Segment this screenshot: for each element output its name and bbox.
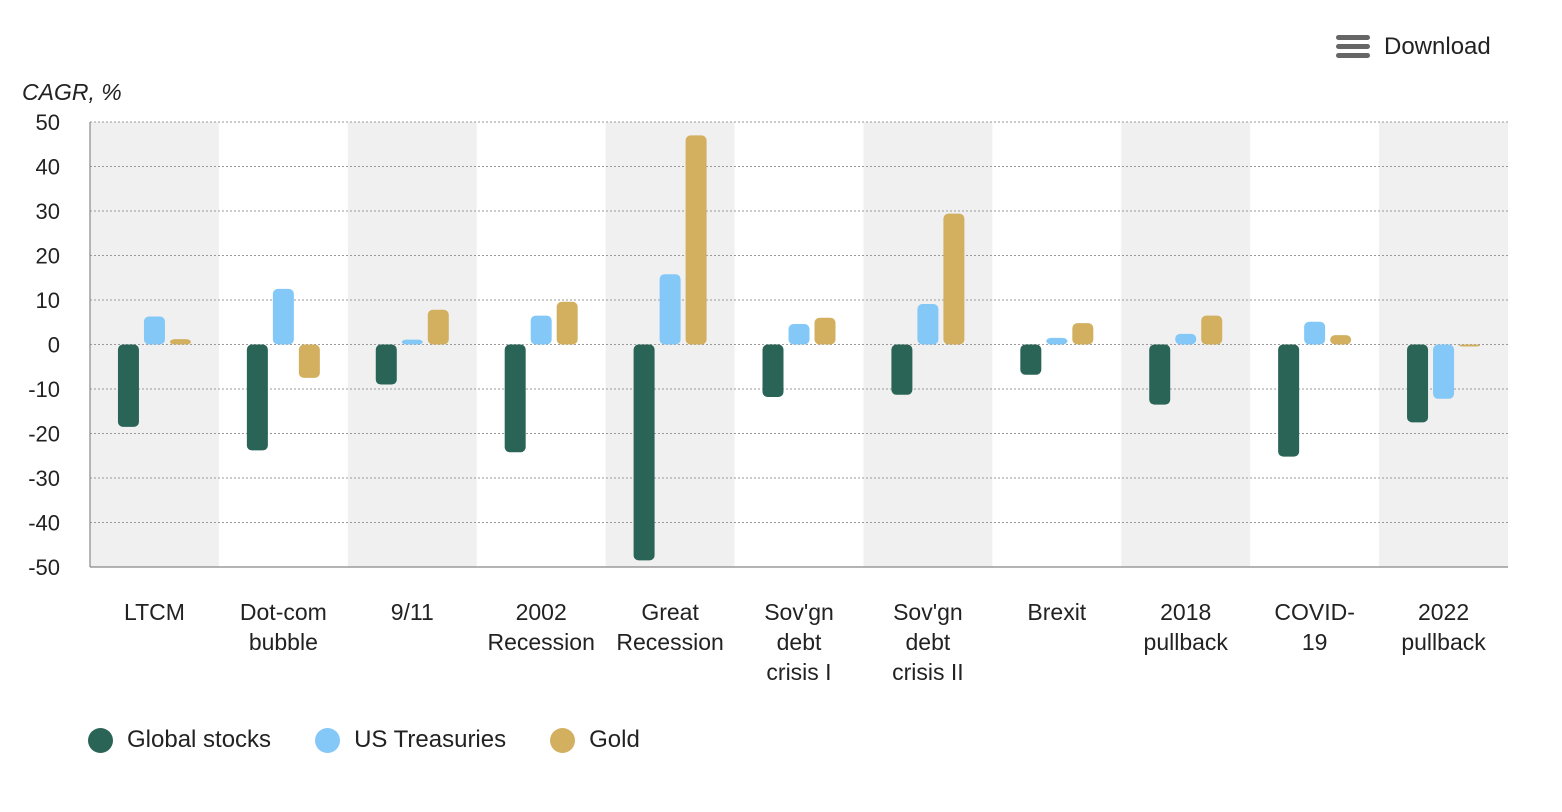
- x-category-label: Sov'gn: [893, 599, 963, 625]
- bar-us-treasuries[interactable]: [917, 304, 939, 345]
- hamburger-menu-icon: [1336, 35, 1370, 59]
- legend-dot-icon: [550, 727, 576, 753]
- legend-label: Gold: [589, 726, 640, 753]
- x-category-label: 2002: [516, 599, 567, 625]
- y-tick-label: 40: [36, 155, 60, 180]
- bar-gold[interactable]: [427, 309, 449, 345]
- y-tick-label: 0: [48, 333, 60, 358]
- y-axis-title: CAGR, %: [22, 79, 122, 105]
- bar-gold[interactable]: [814, 317, 836, 345]
- bar-gold[interactable]: [943, 213, 965, 345]
- y-tick-label: -40: [28, 511, 60, 536]
- gridlines: [90, 121, 1508, 523]
- x-category-labels: LTCM Dot-com bubble 9/11 2002 Recession Great R…: [124, 599, 1486, 685]
- bar-us-treasuries[interactable]: [788, 324, 810, 345]
- x-category-label: Recession: [616, 629, 723, 655]
- bar-gold[interactable]: [685, 135, 707, 345]
- bar-us-treasuries[interactable]: [1304, 321, 1326, 345]
- bar-global-stocks[interactable]: [1278, 344, 1300, 457]
- legend-item[interactable]: US Treasuries: [315, 726, 506, 754]
- legend-label: Global stocks: [127, 726, 272, 753]
- y-tick-label: 10: [36, 288, 60, 313]
- x-category-label: bubble: [249, 629, 318, 655]
- bar-gold[interactable]: [1459, 344, 1481, 347]
- bar-gold[interactable]: [298, 344, 320, 378]
- download-button[interactable]: Download: [1336, 30, 1491, 64]
- x-category-label: Dot-com: [240, 599, 327, 625]
- bar-us-treasuries[interactable]: [659, 274, 681, 345]
- bar-gold[interactable]: [1330, 335, 1352, 345]
- bar-gold[interactable]: [556, 301, 578, 345]
- bar-global-stocks[interactable]: [246, 344, 268, 451]
- bar-gold[interactable]: [1072, 323, 1094, 345]
- legend-item[interactable]: Gold: [550, 726, 640, 754]
- legend: Global stocks US Treasuries Gold: [88, 726, 684, 754]
- bar-us-treasuries[interactable]: [1433, 344, 1455, 399]
- x-category-label: debt: [777, 629, 822, 655]
- x-category-label: 2022: [1418, 599, 1469, 625]
- x-category-label: 2018: [1160, 599, 1211, 625]
- legend-dot-icon: [315, 727, 341, 753]
- y-tick-label: -20: [28, 422, 60, 447]
- y-tick-label: 30: [36, 199, 60, 224]
- legend-dot-icon: [88, 727, 113, 753]
- x-category-label: pullback: [1401, 629, 1486, 655]
- legend-item[interactable]: Global stocks: [88, 726, 271, 754]
- x-category-label: Recession: [487, 629, 594, 655]
- bars: [117, 135, 1481, 561]
- y-tick-label: -30: [28, 466, 60, 491]
- y-tick-label: -10: [28, 377, 60, 402]
- x-category-label: LTCM: [124, 599, 185, 625]
- bar-global-stocks[interactable]: [504, 344, 526, 453]
- y-tick-labels: 50 40 30 20 10 0 -10 -20 -30 -40 -50: [28, 110, 60, 580]
- bar-us-treasuries[interactable]: [143, 316, 165, 345]
- bar-global-stocks[interactable]: [633, 344, 655, 561]
- bar-us-treasuries[interactable]: [1175, 333, 1197, 345]
- axes: [89, 122, 1508, 568]
- x-category-label: 19: [1302, 629, 1328, 655]
- bar-global-stocks[interactable]: [1407, 344, 1429, 423]
- y-tick-label: -50: [28, 555, 60, 580]
- download-label: Download: [1384, 33, 1491, 60]
- y-tick-label: 50: [36, 110, 60, 135]
- x-category-label: crisis II: [892, 659, 964, 685]
- bar-us-treasuries[interactable]: [272, 288, 294, 345]
- x-category-label: Sov'gn: [764, 599, 834, 625]
- bar-global-stocks[interactable]: [1020, 344, 1042, 375]
- x-category-label: pullback: [1144, 629, 1229, 655]
- bar-global-stocks[interactable]: [117, 344, 139, 427]
- x-category-label: Great: [641, 599, 699, 625]
- bar-us-treasuries[interactable]: [401, 339, 423, 345]
- legend-label: US Treasuries: [354, 726, 507, 753]
- bar-global-stocks[interactable]: [1149, 344, 1171, 405]
- x-category-label: 9/11: [391, 599, 434, 625]
- bar-gold[interactable]: [1201, 315, 1223, 345]
- y-tick-label: 20: [36, 244, 60, 269]
- bar-global-stocks[interactable]: [375, 344, 397, 385]
- bar-us-treasuries[interactable]: [530, 315, 552, 345]
- x-category-label: COVID-: [1274, 599, 1355, 625]
- x-category-label: Brexit: [1027, 599, 1086, 625]
- x-category-label: crisis I: [766, 659, 831, 685]
- bar-global-stocks[interactable]: [891, 344, 913, 395]
- bar-global-stocks[interactable]: [762, 344, 784, 398]
- x-category-label: debt: [906, 629, 951, 655]
- bar-us-treasuries[interactable]: [1046, 337, 1068, 345]
- bar-gold[interactable]: [169, 339, 191, 345]
